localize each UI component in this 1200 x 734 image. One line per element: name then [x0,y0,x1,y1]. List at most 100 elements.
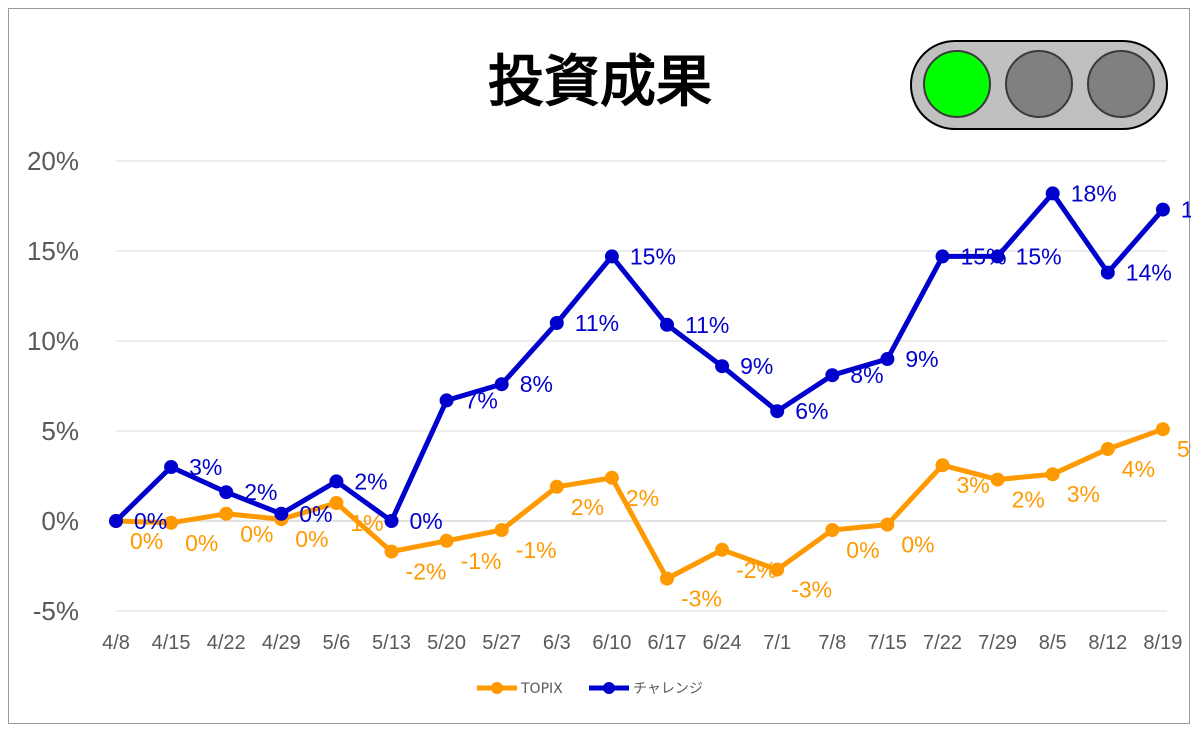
legend-challenge-label: チャレンジ [633,681,703,697]
series-0-data-label: 0% [240,521,273,547]
gridlines [116,160,1167,612]
series-1-data-label: 9% [740,353,773,379]
x-axis-labels: 4/8 4/15 4/22 4/29 5/6 5/13 5/20 5/27 6/3 6/10 6/1… [102,632,1182,654]
series-0-point [164,515,179,530]
series-1-data-label: 6% [795,398,828,424]
series-0-data-label: 1% [350,510,383,536]
series-0-point [990,472,1005,487]
legend: TOPIX チャレンジ [477,681,703,697]
series-1-point [1045,186,1060,201]
x-tick-label: 8/5 [1039,632,1067,654]
series-0-data-label: 2% [626,485,659,511]
series-0-point [439,533,454,548]
series-1-point [274,506,289,521]
x-tick-label: 8/12 [1088,632,1127,654]
series-0-data-label: -2% [406,559,447,585]
series-0-point [1045,467,1060,482]
series-0-point [549,479,564,494]
series-1-point [715,359,730,374]
x-tick-label: 6/3 [543,632,571,654]
series-0-point [494,523,509,537]
x-tick-label: 4/15 [152,632,191,654]
x-tick-label: 5/6 [322,632,350,654]
y-axis-labels: 20% 15% 10% 5% 0% -5% [27,146,79,626]
series-0-data-label: 5% [1177,436,1191,462]
series-1-data-label: 15% [1016,243,1062,269]
series-0-point [1155,422,1170,437]
traffic-light-green [923,50,991,118]
y-tick-label: 20% [27,146,79,176]
x-tick-label: 6/24 [703,632,742,654]
series-0-data-label: 3% [1067,481,1100,507]
series-1-data-label: 3% [189,454,222,480]
series-0-data-label: -2% [736,557,777,583]
series-0-data-label: 0% [185,530,218,556]
series-0-data-label: 0% [901,532,934,558]
traffic-light [910,40,1168,130]
series-0-data-label: 2% [1012,487,1045,513]
series-1-data-label: 14% [1126,260,1172,286]
series-1-data-label: 8% [520,371,553,397]
series-1-data-label: 0% [134,508,167,534]
series-1-data-label: 9% [905,346,938,372]
series-1-point [439,393,454,408]
x-tick-label: 5/13 [372,632,411,654]
series-1-data-label: 17% [1181,197,1191,223]
chart-title: 投資成果 [488,50,712,115]
series-0-data-label: -1% [461,548,502,574]
series-0-data-label: 0% [295,526,328,552]
x-tick-label: 8/19 [1143,632,1182,654]
series-0-data-label: -1% [516,537,557,563]
series-1-data-label: 7% [465,387,498,413]
legend-challenge-marker [603,682,615,694]
y-tick-label: 15% [27,236,79,266]
series-0-point [715,542,730,557]
x-tick-label: 4/22 [207,632,246,654]
series-1-point [549,316,564,330]
series-0-point [384,544,399,559]
series-1-point [604,249,619,264]
series-0-point [329,496,344,510]
series-1-point [494,377,509,392]
series-1-point [1100,265,1115,280]
series-0-point [770,562,785,577]
chart-area: 投資成果 20% 15% 10% 5% 0% -5% 4/8 4/15 4/22 4/29 5/6… [8,8,1191,724]
x-tick-label: 6/17 [648,632,687,654]
traffic-light-middle [1005,50,1073,118]
series-0-data-label: -3% [791,577,832,603]
x-tick-label: 7/8 [818,632,846,654]
series-1-point [219,485,234,500]
x-tick-label: 7/29 [978,632,1017,654]
series-layer [109,186,1170,586]
x-tick-label: 5/27 [482,632,521,654]
series-1-point [384,514,399,528]
series-0-point [1100,442,1115,456]
series-1-data-label: 15% [961,243,1007,269]
series-1-point [164,460,179,474]
series-1-point [770,404,785,419]
series-1-data-label: 0% [299,501,332,527]
series-0-data-label: 2% [571,494,604,520]
series-line-0 [115,426,1164,582]
x-tick-label: 7/22 [923,632,962,654]
series-0-point [219,506,234,521]
series-1-point [660,317,674,332]
series-0-data-label: 0% [130,528,163,554]
series-1-data-label: 11% [685,312,729,338]
series-1-point [935,249,950,264]
series-0-data-label: 3% [957,472,990,498]
x-tick-label: 4/8 [102,632,130,654]
traffic-light-right [1087,50,1155,118]
series-0-data-label: 0% [846,537,879,563]
legend-topix-label: TOPIX [520,681,563,697]
series-1-point [1155,202,1170,217]
series-1-data-label: 8% [850,362,883,388]
x-tick-label: 6/10 [592,632,631,654]
series-1-point [109,514,123,528]
y-tick-label: 5% [41,416,79,446]
data-labels: 0% 0% 0% 0%1%-2% -1% -1%2% 2%-3%-2%-3%0% 0%3%2%… [130,180,1191,611]
series-0-point [660,571,674,586]
x-tick-label: 7/1 [763,632,791,654]
series-1-data-label: 15% [630,243,676,269]
series-line-1 [114,190,1165,524]
